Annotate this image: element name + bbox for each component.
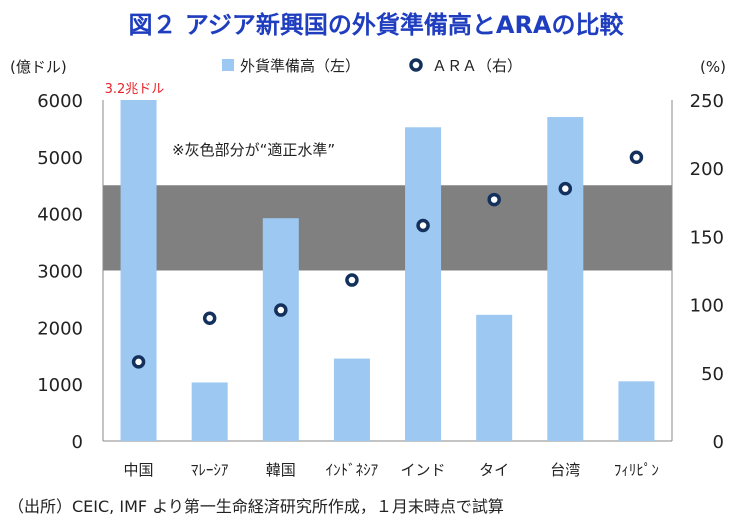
- legend-bar-label: 外貨準備高（左）: [240, 57, 360, 75]
- x-tick-label: タイ: [479, 461, 509, 479]
- bar-reserves: [405, 127, 442, 441]
- ara-point: [629, 150, 644, 165]
- bar-reserves: [333, 358, 370, 441]
- y-left-tick-label: 5000: [37, 148, 83, 169]
- bar-reserves: [191, 382, 228, 441]
- y-right-tick-label: 200: [690, 159, 724, 180]
- y-left-tick-label: 2000: [37, 318, 83, 339]
- y-right-tick-label: 150: [690, 227, 724, 248]
- y-right-tick-label: 0: [713, 432, 724, 453]
- y-left-tick-label: 3000: [37, 262, 83, 283]
- legend: 外貨準備高（左） ＡＲＡ（右）: [222, 57, 522, 75]
- bar-reserves: [618, 381, 655, 441]
- chart-title: 図２ アジア新興国の外貨準備高とARAの比較: [128, 11, 624, 39]
- x-tick-label: インド: [401, 461, 446, 479]
- bar-reserves: [547, 117, 584, 442]
- y-left-tick-label: 4000: [37, 205, 83, 226]
- y-right-tick-label: 50: [701, 364, 724, 385]
- bar-reserves: [476, 314, 513, 441]
- ara-point: [274, 303, 288, 317]
- ara-point: [558, 181, 573, 196]
- ara-point: [345, 273, 359, 287]
- x-tick-label: ﾏﾚｰｼｱ: [191, 461, 229, 479]
- ara-point: [416, 218, 430, 233]
- ara-point: [202, 311, 217, 325]
- bar-reserves: [120, 100, 157, 441]
- ara-point: [131, 355, 146, 369]
- y-left-tick-label: 6000: [37, 91, 83, 112]
- x-tick-label: 台湾: [550, 461, 580, 479]
- x-tick-label: 韓国: [266, 461, 296, 479]
- y-right-tick-label: 250: [690, 91, 724, 112]
- y-right-tick-label: 100: [690, 296, 724, 317]
- y-left-tick-label: 0: [72, 432, 83, 453]
- appropriate-level-band: [103, 185, 672, 271]
- bar-reserves: [262, 218, 299, 441]
- x-tick-label: 中国: [124, 461, 154, 479]
- plot-area: ※灰色部分が“適正水準” 0 1000 2000 3000 4000 5000 6000 0 50…: [37, 82, 724, 479]
- bar-annotation: 3.2兆ドル: [105, 82, 165, 97]
- y-axis-left-label: (億ドル): [10, 58, 67, 76]
- x-tick-label: ﾌｨﾘﾋﾟﾝ: [614, 461, 659, 479]
- source-note: （出所）CEIC, IMF より第一生命経済研究所作成，１月末時点で試算: [8, 497, 504, 516]
- y-left-tick-label: 1000: [37, 375, 83, 396]
- ara-point: [487, 192, 501, 207]
- x-tick-label: ｲﾝﾄﾞﾈｼｱ: [326, 461, 379, 479]
- legend-dot-swatch: [409, 58, 423, 72]
- y-axis-right-label: (%): [700, 58, 726, 76]
- legend-bar-swatch: [222, 59, 234, 71]
- legend-dot-label: ＡＲＡ（右）: [432, 57, 522, 75]
- band-note: ※灰色部分が“適正水準”: [172, 141, 335, 159]
